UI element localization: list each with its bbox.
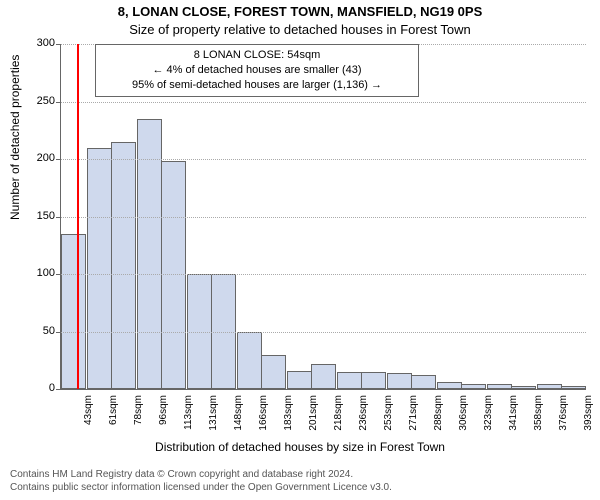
footer-line-1: Contains HM Land Registry data © Crown c… [10, 468, 392, 481]
xtick-label: 78sqm [133, 395, 144, 435]
ytick-mark [56, 332, 60, 333]
gridline [61, 102, 586, 103]
gridline [61, 274, 586, 275]
xtick-label: 166sqm [258, 395, 269, 435]
xtick-label: 113sqm [183, 395, 194, 435]
xtick-label: 341sqm [508, 395, 519, 435]
ytick-mark [56, 389, 60, 390]
ytick-mark [56, 217, 60, 218]
ytick-label: 100 [15, 267, 55, 279]
ytick-label: 50 [15, 325, 55, 337]
info-line-2: ← 4% of detached houses are smaller (43) [102, 63, 412, 78]
xtick-label: 43sqm [83, 395, 94, 435]
ytick-label: 250 [15, 95, 55, 107]
footer-line-2: Contains public sector information licen… [10, 481, 392, 494]
info-line-1: 8 LONAN CLOSE: 54sqm [102, 48, 412, 63]
gridline [61, 159, 586, 160]
bar [537, 384, 562, 389]
bar [87, 148, 112, 390]
bar [237, 332, 262, 390]
bar [111, 142, 136, 389]
ytick-mark [56, 274, 60, 275]
xtick-label: 201sqm [308, 395, 319, 435]
ytick-label: 200 [15, 152, 55, 164]
ytick-label: 0 [15, 382, 55, 394]
y-axis-label: Number of detached properties [8, 55, 22, 220]
bar [261, 355, 286, 390]
footer: Contains HM Land Registry data © Crown c… [10, 468, 392, 494]
title-subtitle: Size of property relative to detached ho… [0, 22, 600, 37]
xtick-label: 218sqm [333, 395, 344, 435]
bar [387, 373, 412, 389]
bar [287, 371, 312, 389]
bar [487, 384, 512, 389]
bar [161, 161, 186, 389]
xtick-label: 376sqm [558, 395, 569, 435]
bar [61, 234, 86, 389]
ytick-mark [56, 102, 60, 103]
xtick-label: 61sqm [108, 395, 119, 435]
x-axis-label: Distribution of detached houses by size … [0, 440, 600, 454]
xtick-label: 96sqm [158, 395, 169, 435]
ytick-label: 300 [15, 37, 55, 49]
info-box: 8 LONAN CLOSE: 54sqm ← 4% of detached ho… [95, 44, 419, 97]
xtick-label: 271sqm [408, 395, 419, 435]
bar [561, 386, 586, 389]
bar [311, 364, 336, 389]
xtick-label: 148sqm [233, 395, 244, 435]
ytick-mark [56, 44, 60, 45]
title-address: 8, LONAN CLOSE, FOREST TOWN, MANSFIELD, … [0, 4, 600, 19]
xtick-label: 131sqm [208, 395, 219, 435]
marker-line [77, 44, 79, 389]
xtick-label: 288sqm [433, 395, 444, 435]
xtick-label: 323sqm [483, 395, 494, 435]
xtick-label: 358sqm [533, 395, 544, 435]
ytick-label: 150 [15, 210, 55, 222]
bar [411, 375, 436, 389]
gridline [61, 332, 586, 333]
xtick-label: 393sqm [583, 395, 594, 435]
bar [437, 382, 462, 389]
xtick-label: 183sqm [283, 395, 294, 435]
bar [511, 386, 536, 389]
info-line-3: 95% of semi-detached houses are larger (… [102, 78, 412, 93]
bar [337, 372, 362, 389]
bar [361, 372, 386, 389]
ytick-mark [56, 159, 60, 160]
gridline [61, 217, 586, 218]
bar [461, 384, 486, 389]
xtick-label: 236sqm [358, 395, 369, 435]
xtick-label: 306sqm [458, 395, 469, 435]
xtick-label: 253sqm [383, 395, 394, 435]
